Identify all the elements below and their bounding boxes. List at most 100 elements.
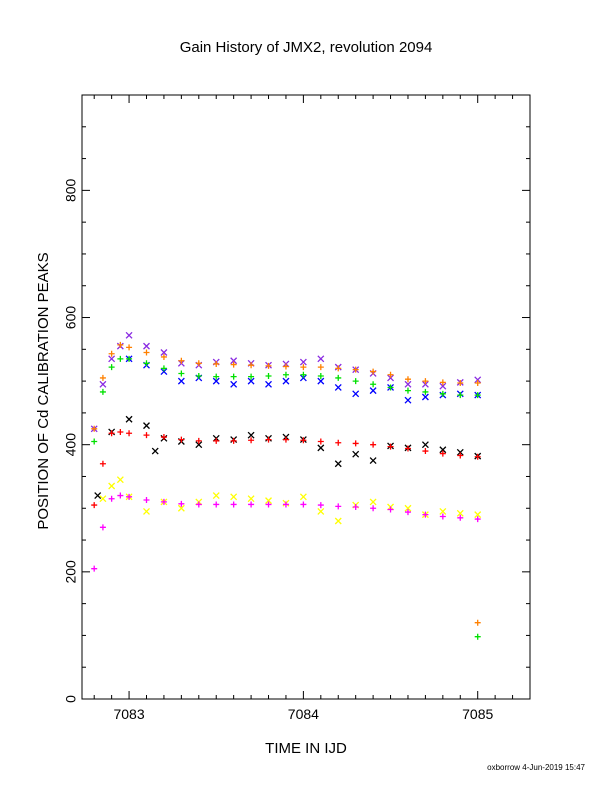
data-point bbox=[99, 524, 106, 531]
data-point bbox=[248, 373, 255, 380]
data-point bbox=[265, 380, 272, 388]
data-point bbox=[370, 381, 377, 388]
data-point bbox=[421, 393, 429, 401]
data-point bbox=[177, 377, 185, 385]
data-point bbox=[178, 357, 185, 364]
data-point bbox=[422, 511, 429, 518]
data-point bbox=[352, 378, 359, 385]
data-point bbox=[457, 514, 464, 521]
data-point bbox=[126, 355, 133, 362]
data-point bbox=[335, 365, 342, 372]
data-point bbox=[143, 422, 150, 430]
data-point bbox=[439, 446, 447, 454]
data-point bbox=[213, 373, 220, 380]
data-point bbox=[99, 374, 106, 381]
data-point bbox=[108, 355, 116, 363]
data-point bbox=[439, 382, 447, 390]
data-point bbox=[474, 516, 481, 523]
data-point bbox=[369, 498, 377, 506]
x-axis-label: TIME IN IJD bbox=[265, 740, 347, 757]
data-point bbox=[265, 362, 272, 369]
data-point bbox=[369, 387, 377, 395]
data-point bbox=[143, 360, 150, 367]
data-point bbox=[387, 371, 394, 378]
data-point bbox=[317, 377, 325, 385]
data-point bbox=[99, 380, 107, 388]
data-point bbox=[369, 457, 377, 465]
data-point bbox=[160, 353, 167, 360]
data-point bbox=[404, 509, 411, 516]
plot-frame bbox=[81, 94, 531, 700]
data-point bbox=[265, 373, 272, 380]
data-point bbox=[126, 493, 133, 500]
data-point bbox=[439, 507, 447, 515]
data-point bbox=[160, 434, 167, 441]
data-point bbox=[247, 377, 255, 385]
x-tick-label: 7085 bbox=[462, 706, 493, 722]
data-point bbox=[300, 371, 307, 378]
data-point bbox=[474, 633, 481, 640]
data-point bbox=[474, 380, 481, 387]
y-tick-label: 800 bbox=[63, 178, 79, 202]
data-point bbox=[439, 450, 446, 457]
y-axis-ticks: 0 200 400 600 800 bbox=[63, 94, 530, 703]
data-point bbox=[265, 436, 272, 443]
data-point bbox=[282, 377, 290, 385]
data-point bbox=[352, 450, 360, 458]
data-point bbox=[230, 493, 238, 501]
data-point bbox=[422, 448, 429, 455]
data-point bbox=[334, 460, 342, 468]
data-point bbox=[126, 430, 133, 437]
data-point bbox=[94, 492, 102, 500]
data-point bbox=[108, 495, 115, 502]
data-point bbox=[422, 388, 429, 395]
data-point bbox=[299, 358, 307, 366]
y-axis-label: POSITION OF Cd CALIBRATION PEAKS bbox=[35, 252, 52, 529]
data-point bbox=[230, 373, 237, 380]
data-point bbox=[178, 370, 185, 377]
data-point bbox=[108, 430, 115, 437]
data-point bbox=[195, 501, 202, 508]
data-point bbox=[335, 439, 342, 446]
x-tick-label: 7083 bbox=[113, 706, 144, 722]
data-point bbox=[352, 503, 359, 510]
data-point bbox=[421, 380, 429, 388]
data-point bbox=[404, 445, 411, 452]
data-point bbox=[282, 363, 289, 370]
data-point bbox=[352, 440, 359, 447]
data-point bbox=[143, 507, 150, 515]
data-point bbox=[474, 511, 482, 519]
data-point bbox=[143, 496, 150, 503]
data-point bbox=[99, 495, 107, 503]
data-point bbox=[178, 500, 185, 507]
data-point bbox=[387, 443, 394, 450]
data-point bbox=[230, 357, 238, 365]
data-point bbox=[300, 501, 307, 508]
data-point bbox=[352, 366, 359, 373]
y-tick-label: 0 bbox=[63, 695, 79, 703]
data-point bbox=[117, 355, 124, 362]
data-point bbox=[474, 392, 481, 399]
data-point bbox=[91, 502, 98, 509]
chart-title: Gain History of JMX2, revolution 2094 bbox=[180, 39, 433, 56]
data-point bbox=[195, 373, 202, 380]
data-point bbox=[387, 506, 394, 513]
data-point bbox=[370, 368, 377, 375]
y-tick-label: 400 bbox=[63, 433, 79, 457]
data-point bbox=[248, 362, 255, 369]
data-point bbox=[370, 441, 377, 448]
data-point bbox=[456, 448, 464, 456]
data-point bbox=[439, 513, 446, 520]
data-points bbox=[90, 331, 482, 640]
data-point bbox=[334, 517, 342, 525]
data-point bbox=[404, 396, 412, 404]
data-point bbox=[99, 388, 106, 395]
data-point bbox=[125, 415, 133, 423]
data-point bbox=[474, 619, 481, 626]
data-point bbox=[370, 505, 377, 512]
data-point bbox=[230, 380, 238, 388]
data-point bbox=[99, 460, 106, 467]
data-point bbox=[335, 503, 342, 510]
data-point bbox=[151, 447, 159, 455]
data-point bbox=[177, 504, 185, 512]
